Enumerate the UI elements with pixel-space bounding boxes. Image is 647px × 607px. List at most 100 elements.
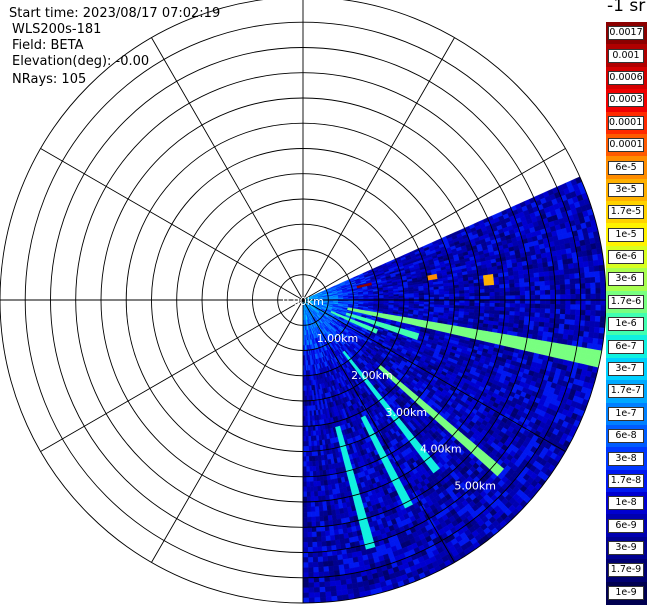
data-cell [583, 266, 590, 273]
data-cell [408, 295, 415, 299]
data-cell [449, 296, 455, 300]
data-cell [484, 309, 490, 315]
data-cell [388, 297, 395, 300]
data-cell [514, 282, 521, 288]
data-cell [514, 307, 521, 313]
data-cell [534, 312, 541, 318]
data-cell [443, 288, 450, 292]
data-cell [519, 295, 526, 300]
data-cell [403, 295, 410, 299]
data-cell [580, 309, 586, 316]
data-cell [550, 294, 556, 300]
data-cell [534, 316, 540, 323]
data-cell [585, 293, 591, 300]
data-cell [524, 311, 531, 318]
data-cell [529, 312, 536, 318]
data-cell [503, 279, 510, 285]
data-cell [393, 297, 400, 300]
data-cell [519, 286, 526, 292]
data-cell [557, 264, 565, 271]
data-cell [569, 273, 576, 280]
data-cell [600, 310, 606, 317]
data-cell [468, 283, 475, 288]
data-cell [589, 320, 596, 328]
data-cell [469, 305, 475, 310]
data-cell [529, 307, 536, 313]
data-cell [498, 314, 505, 319]
data-cell [537, 267, 545, 273]
data-cell [499, 291, 506, 297]
data-cell [542, 261, 549, 268]
data-cell [549, 313, 556, 319]
data-cell [562, 263, 570, 270]
data-cell [592, 337, 599, 345]
data-cell [568, 329, 575, 336]
data-cell [528, 277, 535, 283]
data-cell [509, 303, 516, 308]
data-cell [504, 291, 511, 297]
data-cell [513, 274, 520, 280]
data-cell [530, 294, 536, 300]
data-cell [550, 289, 556, 296]
data-cell [509, 307, 516, 312]
data-cell [473, 282, 480, 287]
data-cell [459, 305, 465, 310]
data-cell [523, 316, 530, 322]
data-cell [559, 313, 566, 320]
data-cell [587, 260, 595, 268]
data-cell [433, 291, 440, 296]
data-cell [564, 273, 571, 280]
data-cell [524, 290, 531, 296]
data-cell [554, 313, 561, 320]
data-cell [579, 314, 586, 322]
data-cell [564, 319, 571, 326]
data-cell [585, 304, 592, 311]
data-cell [514, 291, 521, 296]
data-cell [458, 287, 465, 292]
data-cell [524, 282, 531, 288]
data-cell [533, 325, 540, 332]
data-cell [562, 258, 569, 266]
data-cell [560, 289, 566, 295]
data-cell [488, 281, 495, 286]
data-cell [539, 303, 546, 309]
data-cell [539, 290, 546, 296]
data-cell [544, 280, 551, 286]
data-cell [453, 287, 460, 292]
data-cell [590, 293, 597, 300]
data-cell [454, 293, 460, 298]
data-cell [479, 302, 486, 307]
data-cell [423, 292, 430, 296]
data-cell [600, 281, 606, 289]
data-cell [543, 322, 550, 328]
data-cell [592, 259, 600, 267]
data-cell [534, 290, 541, 296]
data-cell [494, 310, 500, 315]
data-cell [525, 294, 531, 300]
data-cell [558, 323, 565, 330]
data-cell [513, 278, 520, 284]
data-cell [478, 312, 485, 318]
data-cell [504, 303, 511, 308]
data-cell [413, 295, 420, 298]
data-cell [588, 326, 595, 333]
data-cell [599, 276, 606, 283]
data-cell [529, 286, 536, 292]
data-cell [459, 296, 465, 300]
data-cell [474, 289, 480, 294]
data-cell [549, 317, 556, 324]
data-cell [479, 306, 485, 311]
data-cell [393, 295, 400, 299]
data-cell [488, 277, 495, 283]
data-cell [398, 295, 405, 299]
data-cell [593, 265, 600, 272]
data-cell [508, 318, 515, 324]
data-cell [469, 302, 475, 307]
data-cell [533, 321, 540, 327]
data-cell [569, 314, 576, 321]
data-cell [555, 304, 561, 310]
data-cell [474, 302, 480, 307]
data-cell [464, 302, 470, 307]
data-cell [444, 302, 450, 306]
data-cell [590, 310, 596, 317]
